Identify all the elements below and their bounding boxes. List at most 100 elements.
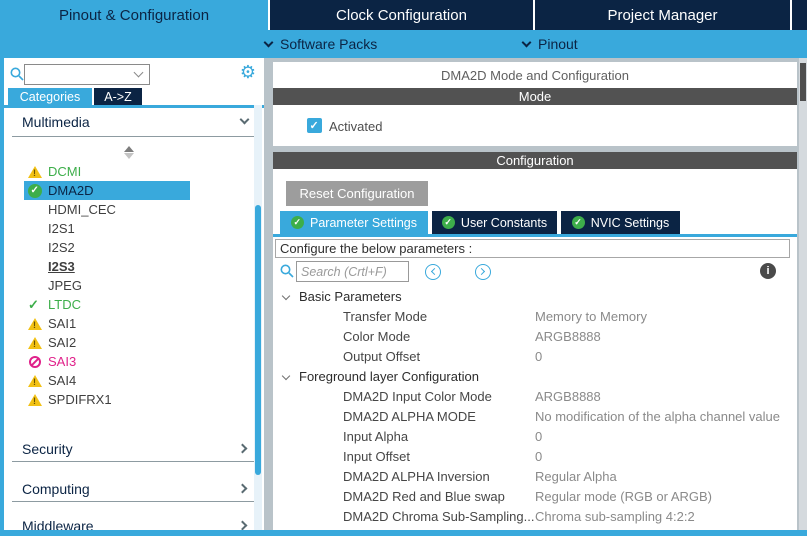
tab-label: User Constants	[460, 215, 548, 230]
activated-checkbox[interactable]	[307, 118, 322, 133]
sidebar-tab-categories[interactable]: Categories	[8, 88, 92, 105]
param-value[interactable]: Regular Alpha	[535, 469, 617, 484]
subnav-pinout[interactable]: Pinout	[521, 30, 578, 58]
tab-nvic-settings[interactable]: NVIC Settings	[561, 211, 680, 234]
param-row[interactable]: DMA2D Red and Blue swap Regular mode (RGB…	[273, 487, 797, 507]
sidebar-item-label: SAI3	[48, 354, 77, 369]
category-middleware[interactable]: Middleware	[12, 513, 256, 530]
sidebar-item-i2s1[interactable]: I2S1	[24, 219, 224, 238]
sidebar-scrollbar-thumb[interactable]	[255, 205, 261, 475]
param-row[interactable]: Output Offset 0	[273, 347, 797, 367]
search-next-button[interactable]	[475, 264, 491, 280]
sidebar-item-dcmi[interactable]: DCMI	[24, 162, 224, 181]
tab-pinout-configuration[interactable]: Pinout & Configuration	[0, 0, 268, 30]
param-row[interactable]: Color Mode ARGB8888	[273, 327, 797, 347]
tab-separator	[790, 0, 792, 30]
sidebar-item-label: SAI2	[48, 335, 77, 350]
chevron-down-icon	[521, 37, 532, 48]
sub-nav-bar: Software Packs Pinout	[0, 30, 807, 58]
sidebar-item-i2s3[interactable]: I2S3	[24, 257, 224, 276]
sidebar-item-dma2d[interactable]: DMA2D	[24, 181, 190, 200]
sidebar-item-hdmi-cec[interactable]: HDMI_CEC	[24, 200, 224, 219]
sidebar-item-ltdc[interactable]: LTDC	[24, 295, 224, 314]
main-scrollbar[interactable]	[799, 58, 807, 530]
param-label: Color Mode	[343, 329, 411, 344]
sidebar-item-spdifrx1[interactable]: SPDIFRX1	[24, 390, 224, 409]
reset-configuration-button[interactable]: Reset Configuration	[286, 181, 428, 206]
param-value[interactable]: 0	[535, 349, 543, 364]
param-value[interactable]: ARGB8888	[535, 389, 601, 404]
sidebar-item-label: I2S3	[48, 259, 75, 274]
warning-icon	[28, 336, 44, 350]
param-group-label: Basic Parameters	[299, 289, 402, 304]
sidebar-tab-a-z[interactable]: A->Z	[94, 88, 142, 105]
category-label: Security	[22, 441, 73, 457]
tab-project-manager[interactable]: Project Manager	[607, 6, 718, 24]
settings-gear-icon[interactable]	[240, 61, 256, 83]
sidebar-item-sai4[interactable]: SAI4	[24, 371, 224, 390]
sidebar-item-sai1[interactable]: SAI1	[24, 314, 224, 333]
param-value[interactable]: Chroma sub-sampling 4:2:2	[535, 509, 695, 524]
sidebar-item-label: SAI1	[48, 316, 77, 331]
parameters-hint: Configure the below parameters :	[275, 239, 790, 258]
list-resize-handle[interactable]	[124, 146, 134, 159]
param-label: Output Offset	[343, 349, 421, 364]
tab-parameter-settings[interactable]: Parameter Settings	[280, 211, 428, 234]
tab-bar-filler	[792, 0, 807, 30]
chevron-down-icon	[281, 291, 291, 301]
tab-clock-configuration[interactable]: Clock Configuration	[336, 6, 467, 24]
sidebar-item-sai2[interactable]: SAI2	[24, 333, 224, 352]
sidebar-scrollbar[interactable]	[254, 105, 262, 530]
activated-label: Activated	[329, 119, 383, 134]
tab-separator	[533, 0, 535, 30]
param-row[interactable]: DMA2D Input Color Mode ARGB8888	[273, 387, 797, 407]
sidebar-item-i2s2[interactable]: I2S2	[24, 238, 224, 257]
icon-spacer	[28, 203, 44, 217]
blocked-icon	[28, 355, 44, 369]
check-icon	[28, 298, 44, 312]
sidebar-item-sai3[interactable]: SAI3	[24, 352, 224, 371]
tab-label: NVIC Settings	[590, 215, 670, 230]
param-value[interactable]: 0	[535, 429, 543, 444]
param-row[interactable]: Input Offset 0	[273, 447, 797, 467]
parameter-search-input[interactable]	[296, 261, 409, 282]
warning-icon	[28, 317, 44, 331]
configuration-section-header: Configuration	[273, 152, 797, 169]
tab-user-constants[interactable]: User Constants	[432, 211, 557, 234]
subnav-software-packs[interactable]: Software Packs	[263, 30, 378, 58]
category-computing[interactable]: Computing	[12, 476, 256, 502]
check-circle-icon	[291, 216, 304, 229]
main-scrollbar-thumb[interactable]	[800, 63, 806, 101]
search-prev-button[interactable]	[425, 264, 441, 280]
category-security[interactable]: Security	[12, 436, 256, 462]
chevron-down-icon	[281, 371, 291, 381]
category-multimedia[interactable]: Multimedia	[12, 110, 256, 137]
param-row[interactable]: Input Alpha 0	[273, 427, 797, 447]
triangle-up-icon	[124, 146, 134, 152]
param-group-foreground-layer-configuration[interactable]: Foreground layer Configuration	[273, 367, 797, 387]
param-group-basic-parameters[interactable]: Basic Parameters	[273, 287, 797, 307]
search-icon	[10, 67, 24, 86]
sidebar-item-label: SPDIFRX1	[48, 392, 112, 407]
tab-separator	[268, 0, 270, 30]
param-value[interactable]: ARGB8888	[535, 329, 601, 344]
mode-section: Activated	[273, 105, 797, 146]
sidebar-item-label: DCMI	[48, 164, 82, 179]
param-row[interactable]: Transfer Mode Memory to Memory	[273, 307, 797, 327]
sidebar-item-jpeg[interactable]: JPEG	[24, 276, 224, 295]
info-icon[interactable]	[760, 263, 776, 279]
param-value[interactable]: 0	[535, 449, 543, 464]
warning-icon	[28, 374, 44, 388]
param-group-label: Foreground layer Configuration	[299, 369, 479, 384]
param-row[interactable]: DMA2D Chroma Sub-Sampling... Chroma sub-s…	[273, 507, 797, 527]
param-value[interactable]: Regular mode (RGB or ARGB)	[535, 489, 713, 504]
param-value[interactable]: No modification of the alpha channel val…	[535, 409, 780, 424]
subnav-label: Software Packs	[280, 36, 378, 52]
param-row[interactable]: DMA2D ALPHA Inversion Regular Alpha	[273, 467, 797, 487]
param-label: Transfer Mode	[343, 309, 428, 324]
param-row[interactable]: DMA2D ALPHA MODE No modification of the a…	[273, 407, 797, 427]
tabs-underline	[273, 234, 797, 237]
sidebar-filter-combobox[interactable]	[24, 64, 150, 85]
param-value[interactable]: Memory to Memory	[535, 309, 647, 324]
